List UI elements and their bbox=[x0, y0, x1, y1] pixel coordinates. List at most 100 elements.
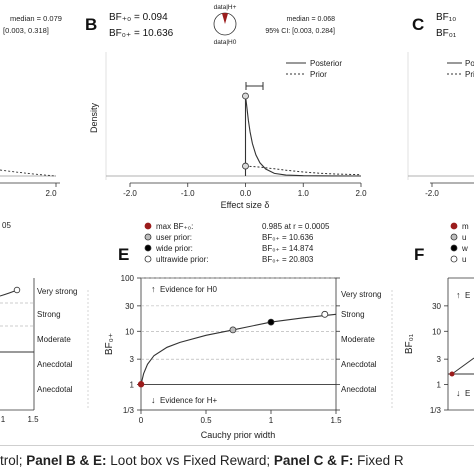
panel-a-footnote: 05 bbox=[2, 221, 11, 230]
panel-e-x-tick-label: 1 bbox=[269, 416, 274, 425]
panel-d-evidence-anecdotal-2: Anecdotal bbox=[37, 385, 73, 394]
panel-a-x-tick: 2.0 bbox=[45, 189, 57, 198]
panel-a-median: median = 0.079 bbox=[10, 14, 62, 23]
panel-e-evidence-h0: Evidence for H0 bbox=[160, 285, 217, 294]
panel-d-partial: 1 1.5 Very strong Strong Moderate Anecdo… bbox=[0, 278, 89, 424]
panel-c-legend-posterior: Posterior bbox=[465, 59, 474, 68]
panel-c-partial: C BF₁₀ BF₀₁ Posterior Prior -2.0 bbox=[407, 12, 474, 198]
panel-e-y-tick-label: 1/3 bbox=[123, 406, 135, 415]
panel-b-x-tick-label: 0.0 bbox=[240, 189, 252, 198]
panel-b-ylabel: Density bbox=[89, 102, 99, 133]
panel-e-x-tick-label: 0 bbox=[139, 416, 144, 425]
panel-f-legend-label: m bbox=[462, 222, 469, 231]
panel-e-letter: E bbox=[118, 245, 129, 264]
panel-e-legend: max BF₊₀: 0.985 at r = 0.0005 user prior: B… bbox=[144, 222, 330, 264]
panel-f-y-tick-label: 30 bbox=[432, 302, 441, 311]
figure-caption: trol; Panel B & E: Loot box vs Fixed Rew… bbox=[0, 445, 474, 475]
panel-f-letter: F bbox=[414, 245, 424, 264]
panel-e-legend-label: user prior: bbox=[156, 233, 192, 242]
panel-f-evidence-letter-2: E bbox=[465, 389, 470, 398]
panel-e-y-tick-label: 3 bbox=[130, 355, 135, 364]
panel-c-legend-prior: Prior bbox=[465, 70, 474, 79]
panel-b-legend-posterior: Posterior bbox=[310, 59, 342, 68]
panel-f-ylabel: BF₀₁ bbox=[404, 333, 415, 354]
panel-e-plot-box bbox=[140, 277, 337, 411]
panel-e-legend-label: max BF₊₀: bbox=[156, 222, 193, 231]
panel-e-evidence-very-strong: Very strong bbox=[341, 290, 381, 299]
panel-b-x-tick-label: 2.0 bbox=[355, 189, 367, 198]
panel-a-ci: [0.003, 0.318] bbox=[3, 26, 49, 35]
panel-b-pie-slice bbox=[222, 12, 228, 24]
panel-b: B BF₊₀ = 0.094 BF₀₊ = 10.636 data|H+ dat… bbox=[85, 4, 367, 210]
panel-e-evidence-strong: Strong bbox=[341, 310, 365, 319]
panel-f-evidence-letter: E bbox=[465, 291, 470, 300]
panel-e-legend-marker bbox=[144, 244, 152, 252]
panel-e-legend-marker bbox=[144, 233, 152, 241]
panel-b-ci: 95% CI: [0.003, 0.284] bbox=[265, 28, 335, 35]
panel-e-legend-value: BF₀₊ = 20.803 bbox=[262, 255, 314, 264]
panel-f-arrow-down: ↓ bbox=[456, 388, 461, 398]
panel-f-legend-label: u bbox=[462, 233, 466, 242]
panel-f-legend-label: u bbox=[462, 255, 466, 264]
panel-f-legend-marker bbox=[450, 244, 458, 252]
panel-b-median: median = 0.068 bbox=[287, 16, 336, 23]
panel-d-point bbox=[13, 286, 21, 294]
panel-e-legend-value: 0.985 at r = 0.0005 bbox=[262, 222, 330, 231]
caption-part-3: Fixed R bbox=[353, 453, 404, 468]
panel-d-evidence-very-strong: Very strong bbox=[37, 287, 77, 296]
panel-c-bf01: BF₀₁ bbox=[436, 28, 457, 39]
panel-e-xlabel: Cauchy prior width bbox=[201, 430, 276, 440]
figure-canvas: median = 0.079 [0.003, 0.318] 2.0 05 B B… bbox=[0, 4, 474, 440]
panel-e-y-tick-label: 10 bbox=[125, 327, 134, 336]
panel-f-y-tick-label: 1 bbox=[437, 381, 442, 390]
panel-b-pie-top-label: data|H+ bbox=[214, 4, 237, 11]
panel-f-legend-marker bbox=[450, 233, 458, 241]
panel-e-y-tick-label: 30 bbox=[125, 302, 134, 311]
panel-b-x-ticks: -2.0 -1.0 0.0 1.0 2.0 bbox=[123, 183, 367, 198]
panel-e-point-wide-prior bbox=[267, 318, 275, 326]
caption-part-1: trol; bbox=[0, 453, 27, 468]
panel-f-legend-marker bbox=[450, 222, 458, 230]
panel-b-xlabel: Effect size δ bbox=[221, 200, 270, 210]
panel-d-x-tick-15: 1.5 bbox=[27, 415, 39, 424]
panel-f-legend-marker bbox=[450, 255, 458, 263]
panel-e-bf-curve bbox=[140, 313, 337, 385]
panel-e-x-tick-label: 0.5 bbox=[200, 416, 212, 425]
panel-b-x-tick-label: -1.0 bbox=[181, 189, 195, 198]
panel-e: E max BF₊₀: 0.985 at r = 0.0005 user prior… bbox=[104, 222, 393, 440]
panel-c-x-tick: -2.0 bbox=[425, 189, 439, 198]
panel-d-evidence-strong: Strong bbox=[37, 310, 61, 319]
panel-e-legend-value: BF₀₊ = 10.636 bbox=[262, 233, 314, 242]
panel-c-bf10: BF₁₀ bbox=[436, 12, 456, 23]
panel-e-legend-marker bbox=[144, 255, 152, 263]
panel-f-curve bbox=[451, 357, 474, 375]
panel-b-letter: B bbox=[85, 15, 97, 34]
panel-e-y-tick-label: 1 bbox=[130, 381, 135, 390]
panel-f-arrow: ↑ bbox=[456, 290, 461, 300]
panel-e-point-max bbox=[137, 381, 145, 388]
panel-f-y-tick-label: 10 bbox=[432, 327, 441, 336]
panel-e-x-tick-label: 1.5 bbox=[330, 416, 342, 425]
panel-b-bf-0plus: BF₀₊ = 10.636 bbox=[109, 28, 174, 39]
panel-e-arrow-down: ↓ bbox=[151, 395, 156, 405]
panel-f-y-tick-label: 3 bbox=[437, 355, 442, 364]
caption-panel-cf: Panel C & F: bbox=[273, 453, 354, 468]
panel-a-prior-curve bbox=[0, 169, 57, 177]
panel-b-legend-prior: Prior bbox=[310, 70, 327, 79]
panel-a-partial: median = 0.079 [0.003, 0.318] 2.0 05 bbox=[0, 14, 62, 230]
panel-b-prior-curve bbox=[245, 165, 362, 176]
panel-e-legend-label: wide prior: bbox=[155, 244, 193, 253]
panel-e-evidence-hplus: Evidence for H+ bbox=[160, 396, 217, 405]
panel-f-max-point bbox=[449, 371, 455, 377]
panel-e-x-ticks: 0 0.5 1 1.5 bbox=[139, 410, 342, 425]
panel-e-evidence-moderate: Moderate bbox=[341, 335, 375, 344]
panel-e-legend-marker bbox=[144, 222, 152, 230]
panel-e-point-ultrawide-prior bbox=[321, 310, 329, 318]
panel-e-prior-points bbox=[137, 310, 329, 388]
panel-b-posterior-curve bbox=[244, 95, 362, 177]
panel-f-y-ticks: 30 10 3 1 1/3 bbox=[430, 302, 448, 415]
panel-b-pie-bottom-label: data|H0 bbox=[214, 39, 237, 46]
panel-e-ylabel: BF₀₊ bbox=[104, 333, 115, 355]
panel-e-grid-lines bbox=[141, 277, 336, 386]
